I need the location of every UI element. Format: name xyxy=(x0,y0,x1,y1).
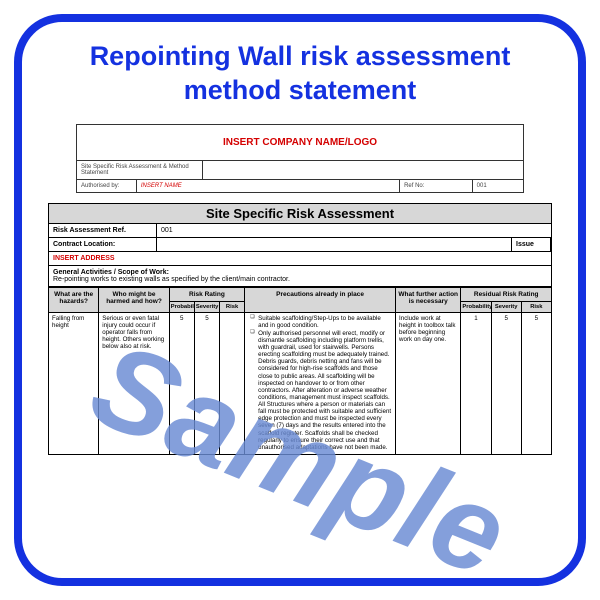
cell-prob1: 5 xyxy=(169,312,194,454)
scope-block: General Activities / Scope of Work: Re-p… xyxy=(49,266,294,286)
assessment-info: Risk Assessment Ref. 001 Contract Locati… xyxy=(48,224,552,287)
col-sev2: Severity xyxy=(491,301,521,312)
auth-value: INSERT NAME xyxy=(137,179,400,192)
precautions-list: Suitable scaffolding/Step-Ups to be avai… xyxy=(248,315,392,451)
precaution-item: Only authorised personnel will erect, mo… xyxy=(250,330,392,451)
section-title: Site Specific Risk Assessment xyxy=(48,203,552,224)
risk-table: What are the hazards? Who might be harme… xyxy=(48,287,552,455)
scope-label: General Activities / Scope of Work: xyxy=(53,269,169,276)
col-hazards: What are the hazards? xyxy=(49,287,99,312)
col-residual: Residual Risk Rating xyxy=(461,287,552,301)
company-placeholder: INSERT COMPANY NAME/LOGO xyxy=(77,125,523,161)
cell-risk2: 5 xyxy=(521,312,551,454)
col-prob2: Probability xyxy=(461,301,491,312)
risk-ref-value: 001 xyxy=(157,224,551,237)
col-further: What further action is necessary xyxy=(396,287,461,312)
col-precautions: Precautions already in place xyxy=(245,287,396,312)
risk-ref-label: Risk Assessment Ref. xyxy=(49,224,157,237)
cell-further: Include work at height in toolbox talk b… xyxy=(396,312,461,454)
col-risk-rating: Risk Rating xyxy=(169,287,244,301)
col-who: Who might be harmed and how? xyxy=(99,287,169,312)
col-sev1: Severity xyxy=(194,301,219,312)
cell-hazard: Falling from height xyxy=(49,312,99,454)
contract-value xyxy=(157,238,511,251)
cell-sev1: 5 xyxy=(194,312,219,454)
cell-precautions: Suitable scaffolding/Step-Ups to be avai… xyxy=(245,312,396,454)
doc-type-label: Site Specific Risk Assessment & Method S… xyxy=(77,161,203,179)
cell-sev2: 5 xyxy=(491,312,521,454)
issue-label: Issue xyxy=(511,238,551,251)
col-prob1: Probability xyxy=(169,301,194,312)
contract-label: Contract Location: xyxy=(49,238,157,251)
col-risk1: Risk xyxy=(219,301,244,312)
cell-who: Serious or even fatal injury could occur… xyxy=(99,312,169,454)
header-box: INSERT COMPANY NAME/LOGO Site Specific R… xyxy=(76,124,524,193)
ref-label: Ref No: xyxy=(400,179,473,192)
document-body: INSERT COMPANY NAME/LOGO Site Specific R… xyxy=(22,124,578,455)
precaution-item: Suitable scaffolding/Step-Ups to be avai… xyxy=(250,315,392,329)
doc-type-value xyxy=(203,161,523,179)
document-frame: Repointing Wall risk assessment method s… xyxy=(14,14,586,586)
cell-prob2: 1 xyxy=(461,312,491,454)
page-title: Repointing Wall risk assessment method s… xyxy=(22,22,578,118)
address-value: INSERT ADDRESS xyxy=(49,252,551,265)
ref-value: 001 xyxy=(473,179,523,192)
auth-label: Authorised by: xyxy=(77,179,137,192)
table-row: Falling from height Serious or even fata… xyxy=(49,312,552,454)
scope-text: Re-pointing works to existing walls as s… xyxy=(53,276,290,283)
col-risk2: Risk xyxy=(521,301,551,312)
cell-risk1 xyxy=(219,312,244,454)
